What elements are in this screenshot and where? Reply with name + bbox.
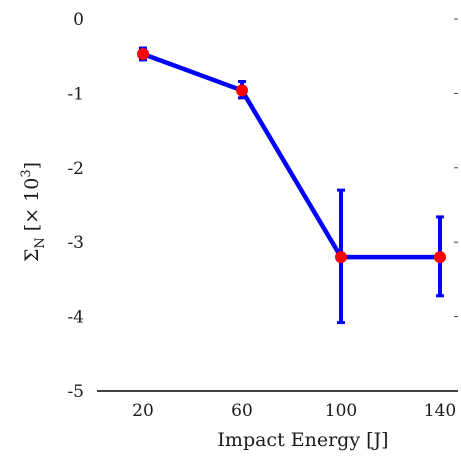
- series-line: [142, 51, 440, 260]
- y-axis-label-rest: [× 10: [21, 178, 43, 238]
- data-point: [236, 84, 248, 97]
- right-tick-marks: [454, 18, 458, 318]
- y-tick-label: -3: [67, 233, 84, 253]
- y-axis-label-sup: 3: [19, 169, 34, 177]
- x-tick-label: 20: [132, 401, 154, 421]
- data-markers: [137, 47, 446, 264]
- y-tick-labels: 0 -1 -2 -3 -4 -5: [67, 10, 84, 402]
- y-axis-label-sub: N: [33, 237, 48, 248]
- data-point: [434, 251, 446, 264]
- x-tick-labels: 20 60 100 140: [132, 401, 456, 421]
- error-bars: [139, 46, 444, 325]
- y-tick-label: -1: [67, 84, 84, 104]
- x-tick-label: 100: [325, 401, 357, 421]
- y-axis-label-end: ]: [21, 162, 43, 169]
- x-axis-label: Impact Energy [J]: [217, 429, 388, 451]
- data-point: [335, 251, 347, 264]
- y-tick-label: -5: [67, 382, 84, 402]
- y-axis-label: ΣN [× 103]: [19, 162, 48, 262]
- y-axis-label-main: Σ: [21, 249, 43, 262]
- y-tick-label: 0: [73, 10, 84, 30]
- x-tick-label: 140: [424, 401, 456, 421]
- y-tick-label: -2: [67, 159, 84, 179]
- x-tick-label: 60: [231, 401, 253, 421]
- data-point: [137, 47, 149, 60]
- y-tick-label: -4: [67, 308, 84, 328]
